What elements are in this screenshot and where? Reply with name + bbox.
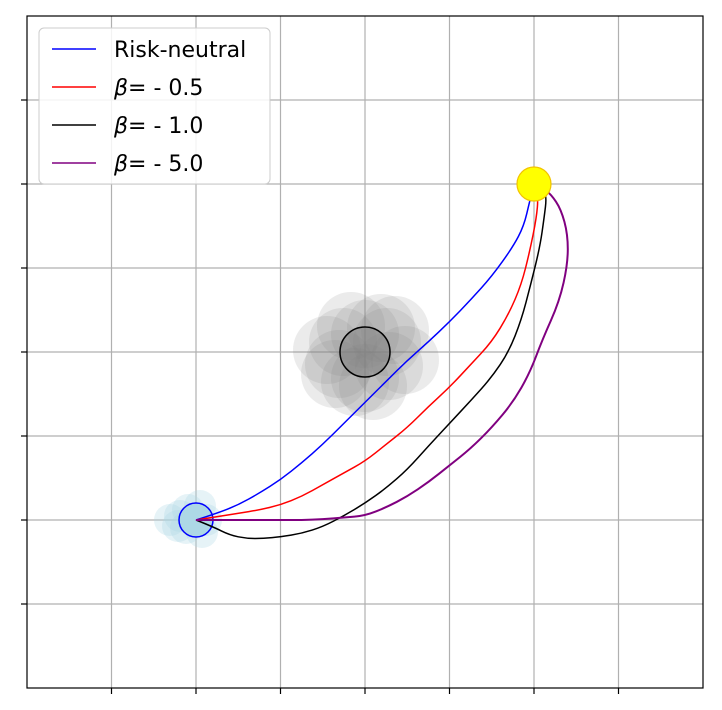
legend-beta-value: = - 1.0 [128,114,203,139]
legend-label-3: β= - 1.0 [113,114,203,139]
obstacle-sample [293,316,361,384]
start-sample [154,504,186,536]
series-line-3 [195,183,547,540]
legend-beta-symbol: β [113,76,128,101]
legend-beta-symbol: β [113,152,128,177]
series-group [195,183,569,540]
goal-group [516,166,552,202]
legend-label-2: β= - 0.5 [113,76,203,101]
legend-beta-value: = - 0.5 [128,76,203,101]
legend-label-1: Risk-neutral [114,38,246,63]
series-line-1 [195,183,535,521]
legend-label-4: β= - 5.0 [113,152,203,177]
axes-frame [21,15,704,694]
obstacle-group [293,292,439,420]
legend-box [38,27,271,185]
obstacle-marker [339,326,391,378]
series-line-2 [195,183,539,521]
goal-marker [516,166,552,202]
series-line-4 [196,183,569,521]
legend-beta-symbol: β [113,114,128,139]
grid [27,16,703,688]
legend-beta-value: = - 5.0 [128,152,203,177]
